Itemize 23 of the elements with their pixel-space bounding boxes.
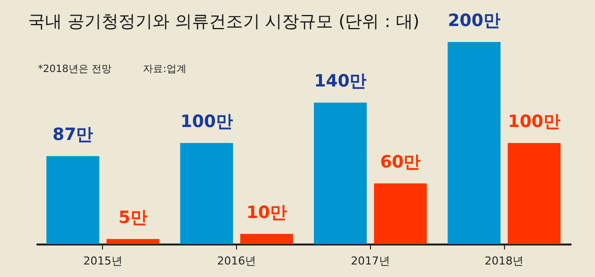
data-label: 200만	[448, 11, 500, 31]
data-label: 87만	[52, 125, 94, 146]
bar	[46, 156, 100, 244]
bar	[448, 42, 501, 244]
data-label: 10만	[246, 202, 287, 223]
bar	[180, 143, 234, 244]
bar	[374, 183, 427, 244]
bar	[508, 143, 561, 244]
data-label: 100만	[508, 112, 560, 132]
data-label: 60만	[380, 152, 421, 172]
bar	[106, 238, 160, 244]
data-label: 100만	[180, 112, 233, 132]
annotation: *2018년은 전망	[38, 64, 112, 75]
x-tick-label: 2017년	[350, 254, 390, 268]
annotation: 자료:업계	[143, 64, 186, 75]
x-tick-label: 2015년	[83, 254, 122, 268]
chart-title: 국내 공기청정기와 의류건조기 시장규모 (단위 : 대)	[28, 12, 420, 32]
x-tick-label: 2018년	[484, 254, 524, 268]
data-label: 140만	[314, 72, 367, 92]
bar	[240, 234, 294, 244]
x-tick-label: 2016년	[217, 254, 256, 268]
data-label: 5만	[118, 208, 148, 228]
bar	[314, 102, 367, 244]
